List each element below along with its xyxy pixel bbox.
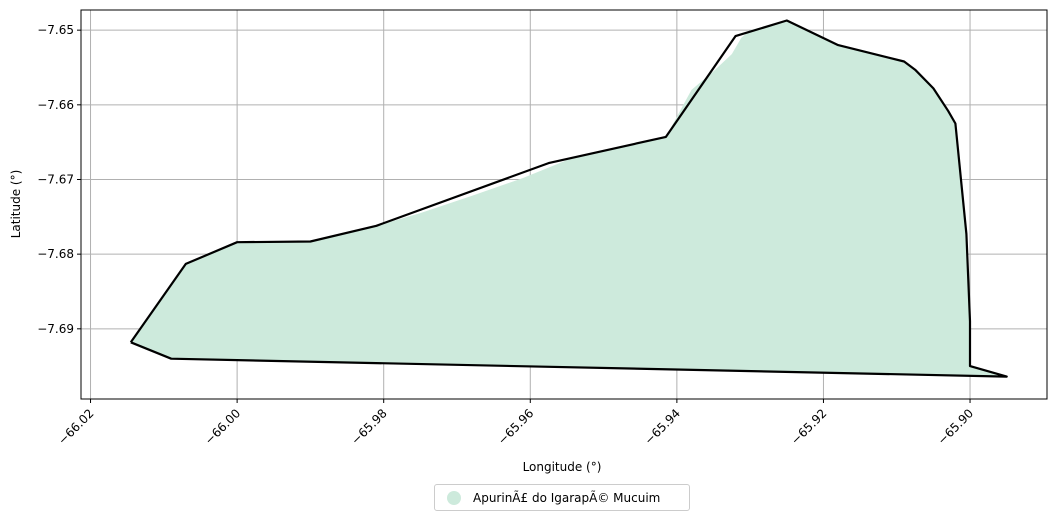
territory-boundary-layer	[129, 19, 1008, 378]
y-axis-ticks: −7.65 −7.66 −7.67 −7.68 −7.69	[37, 23, 81, 336]
x-tick-label: −66.00	[202, 406, 243, 447]
x-axis-ticks: −66.02 −66.00 −65.98 −65.96 −65.94 −65.92 −65.…	[55, 399, 976, 448]
territory-fill	[130, 20, 1007, 377]
y-tick-label: −7.69	[37, 322, 74, 336]
territory-fill-layer	[130, 20, 1007, 377]
x-tick-label: −65.92	[788, 406, 829, 447]
y-tick-label: −7.66	[37, 98, 74, 112]
territory-boundary	[129, 19, 1008, 378]
x-tick-label: −65.90	[935, 406, 976, 447]
legend-label: ApurinÃ£ do IgarapÃ© Mucuim	[473, 490, 661, 505]
legend: ApurinÃ£ do IgarapÃ© Mucuim	[434, 484, 690, 511]
x-tick-label: −65.94	[642, 406, 683, 447]
x-tick-label: −65.96	[495, 406, 536, 447]
x-tick-label: −65.98	[349, 406, 390, 447]
y-axis-label: Latitude (°)	[9, 170, 23, 239]
y-tick-label: −7.67	[37, 172, 74, 186]
plot-frame	[80, 9, 1048, 400]
y-tick-label: −7.68	[37, 247, 74, 261]
legend-marker	[447, 490, 461, 505]
x-axis-label: Longitude (°)	[523, 460, 602, 474]
y-tick-label: −7.65	[37, 23, 74, 37]
x-tick-label: −66.02	[55, 406, 96, 447]
